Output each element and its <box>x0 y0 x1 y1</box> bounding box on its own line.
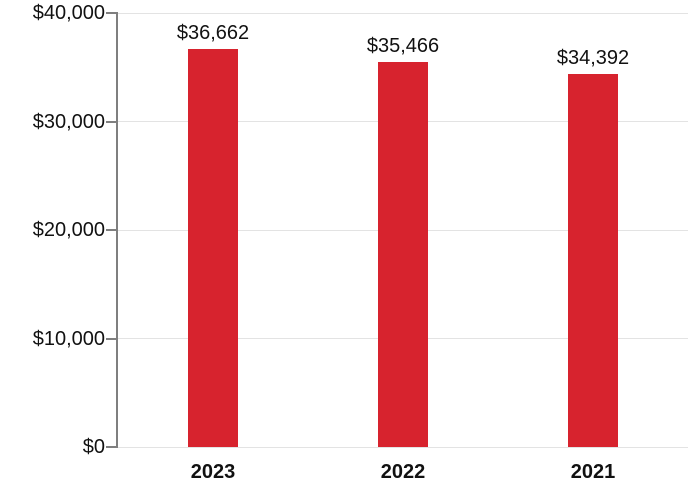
y-tick-mark <box>106 229 118 231</box>
x-category-label: 2023 <box>190 461 236 483</box>
bar-value-label: $35,466 <box>366 35 440 58</box>
y-tick-label: $30,000 <box>32 110 105 133</box>
y-tick-mark <box>106 446 118 448</box>
plot-area: $36,662 $35,466 $34,392 <box>106 12 688 448</box>
y-tick-mark <box>106 120 118 123</box>
bar-2021 <box>568 73 618 447</box>
y-tick-mark <box>106 12 118 14</box>
y-tick-label: $0 <box>82 436 105 458</box>
bar-2023 <box>188 49 238 447</box>
bar-value-label: $34,392 <box>556 46 630 69</box>
x-category-label: 2021 <box>570 461 616 483</box>
gridline <box>118 446 688 448</box>
y-tick-label: $40,000 <box>32 2 105 24</box>
bar-2022 <box>378 62 428 447</box>
bar-value-label: $36,662 <box>176 22 250 45</box>
gridline <box>118 12 688 14</box>
y-tick-mark <box>106 337 118 340</box>
y-tick-label: $10,000 <box>32 327 105 350</box>
y-tick-label: $20,000 <box>32 219 105 241</box>
x-category-label: 2022 <box>380 461 426 483</box>
